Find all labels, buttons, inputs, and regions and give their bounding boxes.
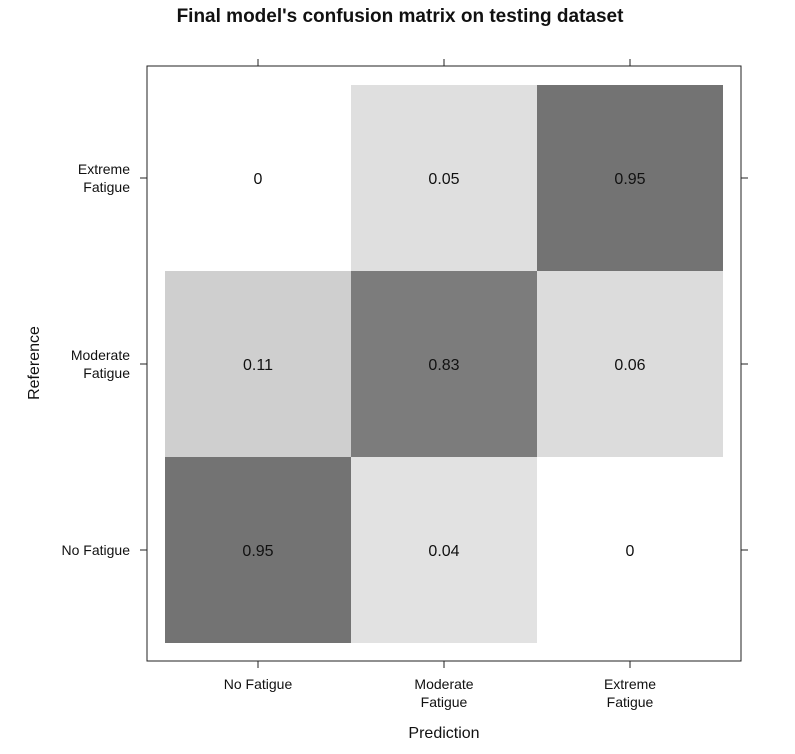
x-tick-label: Fatigue xyxy=(607,694,654,710)
heatmap-cells: 0.95 0.04 0 0.11 0.83 0.06 0 0.05 0.95 xyxy=(165,85,723,643)
x-tick-label: Extreme xyxy=(604,676,656,692)
y-tick-label: Extreme xyxy=(78,161,130,177)
heatmap-cell xyxy=(351,457,537,643)
heatmap-cell xyxy=(537,271,723,457)
x-tick-label: Moderate xyxy=(414,676,473,692)
x-tick-label: Fatigue xyxy=(421,694,468,710)
cell-value-label: 0.95 xyxy=(614,171,645,188)
cell-value-label: 0.06 xyxy=(614,357,645,374)
heatmap-cell xyxy=(351,85,537,271)
heatmap-cell xyxy=(165,457,351,643)
axis-ticks xyxy=(140,59,748,668)
x-tick-labels: No Fatigue Moderate Fatigue Extreme Fatigue xyxy=(224,676,657,710)
heatmap-cell xyxy=(165,85,351,271)
y-tick-label: No Fatigue xyxy=(62,542,131,558)
y-tick-label: Fatigue xyxy=(83,179,130,195)
y-tick-label: Fatigue xyxy=(83,365,130,381)
y-tick-labels: No Fatigue Moderate Fatigue Extreme Fatigue xyxy=(62,161,131,558)
x-axis-label: Prediction xyxy=(408,725,479,742)
cell-value-label: 0.95 xyxy=(242,543,273,560)
cell-value-label: 0.11 xyxy=(243,357,273,374)
x-tick-label: No Fatigue xyxy=(224,676,293,692)
y-tick-label: Moderate xyxy=(71,347,130,363)
cell-value-label: 0.83 xyxy=(428,357,459,374)
y-axis-label: Reference xyxy=(26,326,43,400)
heatmap-cell xyxy=(165,271,351,457)
cell-value-label: 0.05 xyxy=(428,171,459,188)
heatmap-cell xyxy=(351,271,537,457)
cell-value-label: 0 xyxy=(254,171,263,188)
heatmap-cell xyxy=(537,457,723,643)
cell-value-label: 0 xyxy=(626,543,635,560)
chart-title: Final model's confusion matrix on testin… xyxy=(177,6,625,27)
cell-value-label: 0.04 xyxy=(428,543,459,560)
heatmap-cell xyxy=(537,85,723,271)
